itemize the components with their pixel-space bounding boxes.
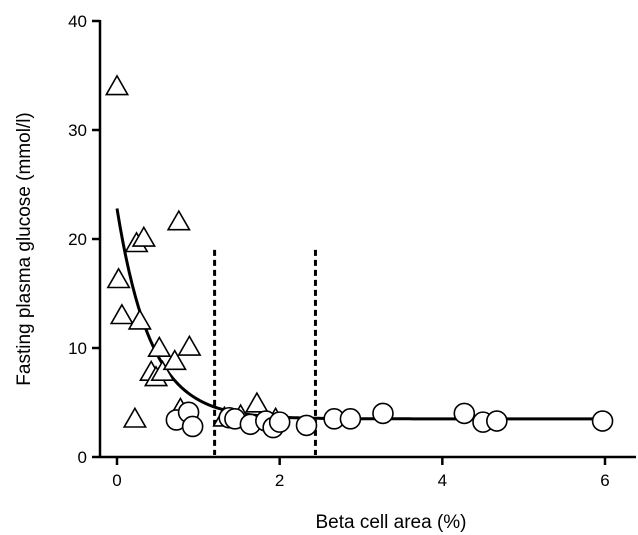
x-ticks: 0 2 4 6 [112,457,610,490]
triangle-marker [150,359,175,382]
triangle-marker [177,334,202,356]
triangle-marker [127,308,152,330]
y-tick-label: 20 [68,230,87,249]
triangle-marker [166,209,191,231]
x-tick-label: 6 [600,471,609,490]
y-tick-label: 40 [68,12,87,31]
y-ticks: 0 10 20 30 40 [68,12,100,467]
triangle-marker [147,335,172,358]
data-markers [104,74,614,439]
circle-marker [453,402,476,425]
x-tick-label: 0 [112,471,121,490]
triangle-marker [106,267,131,289]
x-tick-label: 2 [275,471,284,490]
circle-marker [295,414,318,437]
triangle-marker [244,391,269,413]
circle-marker [591,410,614,432]
y-tick-label: 30 [68,121,87,140]
circle-marker [486,410,508,432]
fit-curve [115,208,605,421]
x-axis-title: Beta cell area (%) [315,512,466,533]
triangle-marker [104,74,130,96]
triangle-marker [162,348,187,371]
y-tick-label: 10 [68,339,87,358]
y-tick-label: 0 [78,448,87,467]
circle-marker [268,411,291,433]
triangle-marker [122,406,147,428]
x-tick-label: 4 [438,471,447,490]
axes [98,20,636,459]
triangle-marker [109,303,134,325]
circle-marker [181,415,204,438]
y-axis-title: Fasting plasma glucose (mmol/l) [14,112,35,385]
circle-marker [372,402,394,425]
triangle-marker [131,225,156,247]
circle-marker [339,408,362,430]
